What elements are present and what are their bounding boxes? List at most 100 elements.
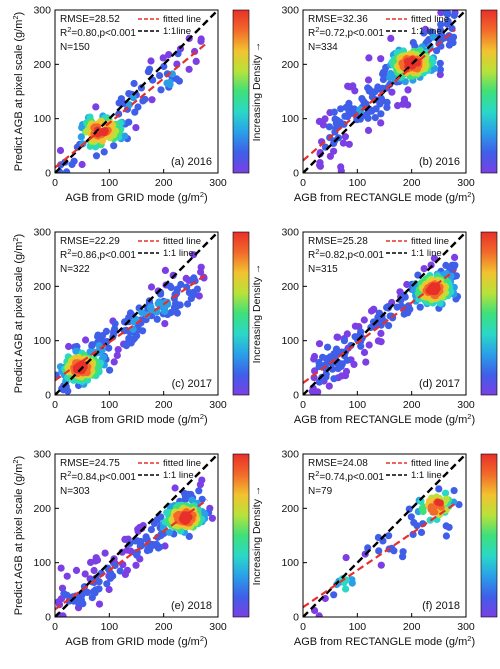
stat-rmse: RMSE=22.29 (60, 236, 120, 247)
data-point (340, 337, 348, 345)
data-point (365, 341, 373, 349)
data-point (160, 62, 168, 71)
data-point (105, 585, 113, 594)
data-point (173, 75, 181, 83)
x-tick-label: 0 (300, 621, 306, 633)
data-point (401, 293, 409, 301)
data-point (436, 66, 444, 74)
data-point (315, 363, 323, 371)
data-point (57, 564, 65, 572)
data-point (68, 160, 76, 169)
data-point (442, 532, 450, 540)
y-axis-title: Predict AGB at pixel scale (g/m2) (11, 12, 26, 171)
data-point (190, 251, 198, 259)
y-tick-label: 100 (33, 113, 51, 125)
data-point (430, 285, 438, 293)
fitted-line (303, 269, 456, 384)
data-point (63, 591, 71, 599)
data-point (436, 299, 444, 307)
data-point (345, 140, 353, 148)
x-axis-title: AGB from RECTANGLE mode (g/m2) (294, 412, 475, 427)
stat-n: N=303 (60, 486, 90, 497)
data-point (362, 358, 370, 366)
data-point (436, 71, 444, 79)
panel-label: (a) 2016 (171, 156, 212, 168)
data-point (113, 351, 121, 359)
data-point (388, 88, 396, 96)
fitted-line (303, 502, 456, 609)
data-point (134, 527, 142, 535)
plot-frame (54, 453, 219, 618)
data-point (324, 343, 332, 351)
data-point (371, 114, 379, 122)
data-point (407, 513, 415, 521)
y-tick-label: 0 (293, 390, 299, 402)
data-point (341, 112, 349, 120)
data-point (81, 570, 89, 578)
data-point (374, 337, 382, 345)
y-tick-label: 200 (33, 59, 51, 71)
data-point (198, 495, 206, 503)
data-point (342, 554, 350, 562)
data-point (143, 547, 151, 555)
stat-r2: R2=0.72,p<0.001 (308, 25, 384, 40)
data-point (153, 315, 161, 323)
data-point (375, 547, 383, 555)
data-point (131, 108, 139, 116)
x-tick-label: 100 (349, 621, 367, 633)
stat-n: N=322 (60, 264, 90, 275)
x-tick-label: 0 (52, 399, 58, 411)
data-point (159, 54, 167, 62)
stat-rmse: RMSE=24.08 (308, 458, 368, 469)
plot-frame (302, 453, 467, 618)
panel-label: (e) 2018 (171, 600, 212, 612)
data-point (325, 123, 333, 131)
legend-one-to-one-label: 1:1 line (163, 248, 194, 259)
panel-label: (d) 2017 (419, 378, 460, 390)
data-point (436, 59, 444, 67)
colorbar (480, 453, 498, 618)
data-point (154, 300, 162, 308)
data-point (409, 530, 417, 539)
colorbar (232, 453, 250, 618)
x-axis-title: AGB from GRID mode (g/m2) (65, 634, 207, 649)
data-point (348, 579, 356, 587)
scatter-points (55, 251, 208, 395)
y-tick-label: 0 (293, 168, 299, 180)
data-point (103, 580, 111, 588)
x-tick-label: 200 (155, 177, 173, 189)
data-point (93, 556, 102, 564)
data-point (377, 329, 385, 337)
data-point (165, 51, 173, 59)
data-point (95, 585, 103, 593)
y-tick-label: 300 (281, 5, 299, 17)
data-point (116, 567, 124, 575)
data-point (399, 548, 407, 556)
y-tick-label: 200 (281, 281, 299, 293)
x-tick-label: 0 (52, 621, 58, 633)
data-point (450, 11, 458, 19)
data-point (188, 496, 196, 504)
plot-frame (302, 231, 467, 396)
legend-one-to-one-label: 1:1line (163, 26, 191, 37)
data-point (185, 532, 193, 541)
scatter-points (55, 34, 205, 173)
data-point (105, 344, 113, 352)
data-point (342, 367, 351, 376)
data-point (385, 532, 393, 540)
x-axis-title: AGB from GRID mode (g/m2) (65, 412, 207, 427)
data-point (437, 20, 445, 28)
data-point (95, 600, 104, 608)
data-point (184, 300, 192, 308)
y-tick-label: 300 (33, 5, 51, 17)
data-point (110, 329, 118, 337)
data-point (92, 152, 101, 160)
stat-r2: R2=0.80,p<0.001 (60, 25, 136, 40)
data-point (100, 148, 108, 156)
x-axis-title: AGB from GRID mode (g/m2) (65, 190, 207, 205)
data-point (333, 116, 341, 124)
colorbar-label: Increasing Density → (251, 42, 263, 142)
